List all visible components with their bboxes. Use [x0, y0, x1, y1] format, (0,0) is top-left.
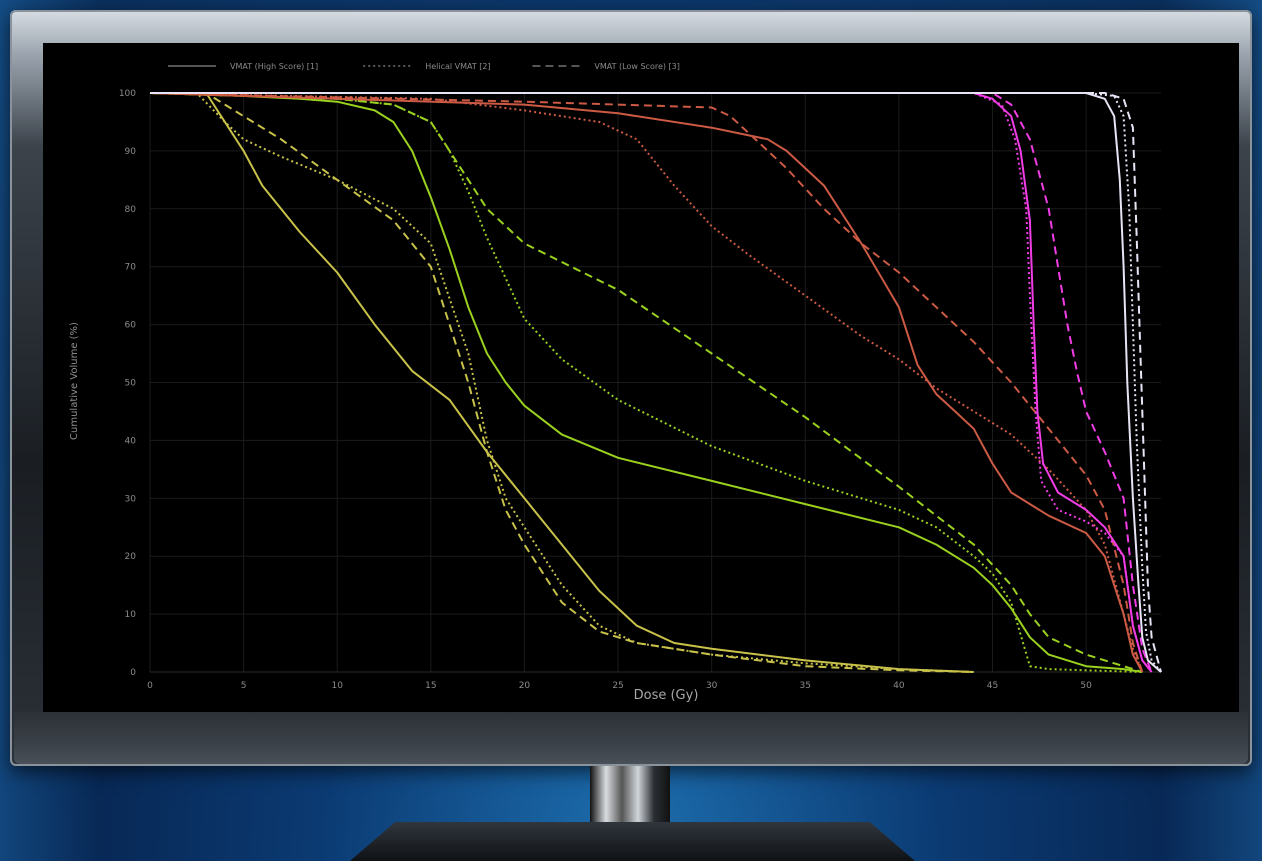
x-tick-label: 45 — [987, 681, 998, 691]
series-line — [150, 92, 974, 673]
y-tick-label: 70 — [125, 263, 137, 273]
series-line — [149, 92, 1144, 673]
y-tick-label: 30 — [125, 494, 137, 504]
legend-label: VMAT (High Score) [1] — [230, 62, 318, 71]
y-tick-label: 0 — [130, 668, 136, 678]
x-tick-label: 40 — [893, 681, 905, 691]
series-group — [149, 92, 1162, 673]
monitor-stand-base — [350, 822, 915, 861]
legend-label: Helical VMAT [2] — [425, 62, 490, 71]
series-line — [149, 92, 1143, 673]
x-tick-label: 25 — [612, 681, 623, 691]
x-tick-label: 35 — [800, 681, 811, 691]
x-tick-label: 10 — [331, 681, 343, 691]
series-line — [150, 92, 1153, 673]
monitor-stand-neck — [590, 766, 670, 824]
y-tick-label: 80 — [125, 205, 137, 215]
monitor-bezel — [14, 712, 1248, 764]
legend-label: VMAT (Low Score) [3] — [594, 62, 679, 71]
series-line — [150, 92, 974, 673]
series-line — [150, 92, 1153, 673]
y-tick-label: 90 — [125, 147, 137, 157]
series-line — [149, 92, 1144, 673]
axes: 0 5 10 15 20 25 30 35 40 45 50 0 10 20 30 40 50 60 70 80 90 1… — [119, 89, 1161, 691]
x-axis-label: Dose (Gy) — [634, 688, 699, 703]
y-tick-label: 60 — [125, 321, 137, 331]
y-axis-label: Cumulative Volume (%) — [69, 322, 80, 440]
series-line — [149, 92, 1143, 673]
x-tick-label: 30 — [706, 681, 718, 691]
y-tick-label: 20 — [125, 552, 137, 562]
series-line — [149, 92, 1143, 673]
x-tick-label: 20 — [519, 681, 531, 691]
grid — [149, 92, 1161, 673]
series-line — [149, 92, 1144, 673]
series-line — [150, 92, 1162, 673]
x-tick-label: 5 — [241, 681, 247, 691]
x-tick-label: 15 — [425, 681, 436, 691]
monitor-screen: 0 5 10 15 20 25 30 35 40 45 50 0 10 20 30 40 50 60 70 80 90 1… — [43, 43, 1239, 712]
series-line — [150, 92, 1162, 673]
series-line — [150, 92, 1162, 673]
legend: VMAT (High Score) [1] Helical VMAT [2] VMA… — [168, 62, 680, 71]
dvh-chart: 0 5 10 15 20 25 30 35 40 45 50 0 10 20 30 40 50 60 70 80 90 1… — [69, 62, 1162, 703]
x-tick-label: 0 — [147, 681, 153, 691]
y-tick-label: 100 — [119, 89, 136, 99]
y-tick-label: 10 — [125, 610, 137, 620]
y-tick-label: 50 — [125, 379, 137, 389]
y-tick-label: 40 — [125, 436, 137, 446]
x-tick-label: 50 — [1080, 681, 1092, 691]
